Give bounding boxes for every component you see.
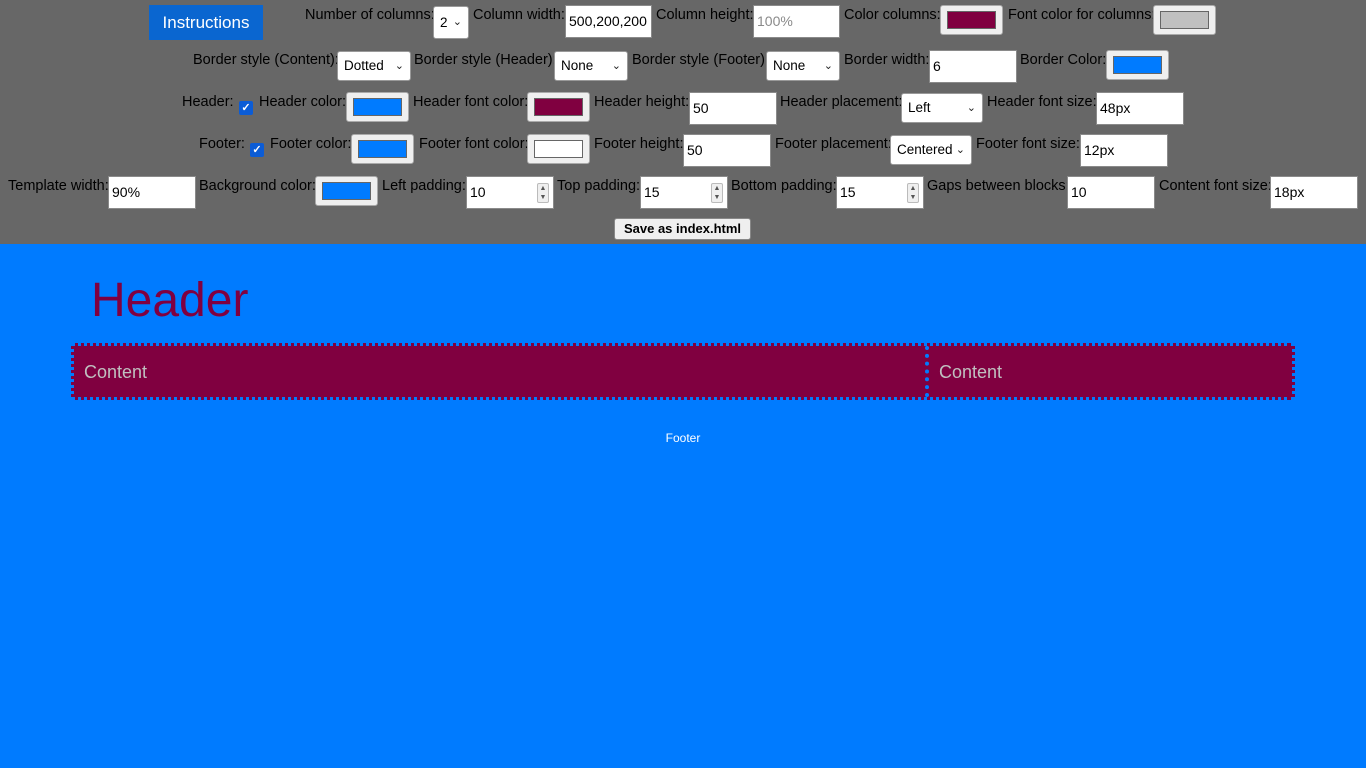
bottom-padding-label: Bottom padding:	[731, 178, 837, 194]
header-font-size-label: Header font size:	[987, 94, 1097, 110]
border-color-swatch	[1113, 56, 1162, 74]
footer-font-size-label: Footer font size:	[976, 136, 1080, 152]
column-height-label: Column height:	[656, 7, 754, 23]
chevron-down-icon: ⌄	[611, 60, 621, 72]
header-placement-label: Header placement:	[780, 94, 903, 110]
preview-column: Content	[74, 346, 929, 397]
footer-color-picker[interactable]	[351, 134, 414, 164]
font-color-columns-label: Font color for columns:	[1008, 7, 1156, 23]
border-width-label: Border width:	[844, 52, 930, 68]
font-color-columns-swatch	[1160, 11, 1209, 29]
chevron-down-icon: ⌄	[955, 144, 965, 156]
border-footer-select[interactable]: None ⌄	[766, 51, 840, 81]
header-font-color-label: Header font color:	[413, 94, 529, 110]
border-color-picker[interactable]	[1106, 50, 1169, 80]
header-font-size-input[interactable]: 48px	[1096, 92, 1184, 125]
header-font-color-picker[interactable]	[527, 92, 590, 122]
border-content-select[interactable]: Dotted ⌄	[337, 51, 411, 81]
footer-height-label: Footer height:	[594, 136, 684, 152]
preview-column: Content	[939, 362, 1003, 382]
border-color-label: Border Color:	[1020, 52, 1107, 68]
num-columns-label: Number of columns:	[305, 7, 435, 23]
top-padding-label: Top padding:	[557, 178, 641, 194]
column-width-label: Column width:	[473, 7, 565, 23]
column-height-input[interactable]: 100%	[753, 5, 840, 38]
num-columns-select[interactable]: 2 ⌄	[433, 6, 469, 39]
header-checkbox[interactable]: ✓	[239, 101, 253, 115]
font-color-columns-picker[interactable]	[1153, 5, 1216, 35]
footer-font-color-swatch	[534, 140, 583, 158]
header-placement-select[interactable]: Left ⌄	[901, 93, 983, 123]
footer-font-color-label: Footer font color:	[419, 136, 529, 152]
background-color-picker[interactable]	[315, 176, 378, 206]
footer-height-input[interactable]: 50	[683, 134, 771, 167]
content-font-size-input[interactable]: 18px	[1270, 176, 1358, 209]
header-color-swatch	[353, 98, 402, 116]
border-width-input[interactable]: 6	[929, 50, 1017, 83]
preview-content-row: Content Content	[71, 343, 1295, 400]
bottom-padding-input[interactable]: 15 ▲ ▼	[836, 176, 924, 209]
header-height-label: Header height:	[594, 94, 690, 110]
spinner-icon[interactable]: ▲ ▼	[711, 183, 723, 203]
chevron-down-icon: ⌄	[452, 16, 462, 28]
header-font-color-swatch	[534, 98, 583, 116]
checkmark-icon: ✓	[241, 102, 251, 114]
chevron-down-icon: ⌄	[823, 60, 833, 72]
chevron-down-icon: ⌄	[966, 102, 976, 114]
border-footer-label: Border style (Footer):	[632, 52, 769, 68]
header-color-label: Header color:	[259, 94, 347, 110]
color-columns-label: Color columns:	[844, 7, 941, 23]
gaps-input[interactable]: 10	[1067, 176, 1155, 209]
border-content-label: Border style (Content):	[193, 52, 339, 68]
template-width-label: Template width:	[8, 178, 109, 194]
content-font-size-label: Content font size:	[1159, 178, 1272, 194]
settings-panel: Instructions Number of columns: 2 ⌄ Colum…	[0, 0, 1366, 244]
preview-header: Header	[91, 274, 249, 327]
footer-label: Footer:	[199, 136, 245, 152]
left-padding-input[interactable]: 10 ▲ ▼	[466, 176, 554, 209]
border-header-label: Border style (Header):	[414, 52, 557, 68]
background-color-label: Background color:	[199, 178, 316, 194]
background-color-swatch	[322, 182, 371, 200]
footer-font-color-picker[interactable]	[527, 134, 590, 164]
header-height-input[interactable]: 50	[689, 92, 777, 125]
preview-footer: Footer	[665, 431, 701, 445]
color-columns-swatch	[947, 11, 996, 29]
header-label: Header:	[182, 94, 234, 110]
top-padding-input[interactable]: 15 ▲ ▼	[640, 176, 728, 209]
template-width-input[interactable]: 90%	[108, 176, 196, 209]
gaps-label: Gaps between blocks:	[927, 178, 1070, 194]
left-padding-label: Left padding:	[382, 178, 466, 194]
spinner-icon[interactable]: ▲ ▼	[907, 183, 919, 203]
save-button[interactable]: Save as index.html	[614, 218, 751, 240]
footer-color-label: Footer color:	[270, 136, 352, 152]
color-columns-picker[interactable]	[940, 5, 1003, 35]
header-color-picker[interactable]	[346, 92, 409, 122]
chevron-down-icon: ⌄	[394, 60, 404, 72]
footer-font-size-input[interactable]: 12px	[1080, 134, 1168, 167]
footer-checkbox[interactable]: ✓	[250, 143, 264, 157]
footer-color-swatch	[358, 140, 407, 158]
checkmark-icon: ✓	[252, 144, 262, 156]
footer-placement-label: Footer placement:	[775, 136, 892, 152]
spinner-icon[interactable]: ▲ ▼	[537, 183, 549, 203]
instructions-button[interactable]: Instructions	[149, 5, 263, 40]
column-width-input[interactable]: 500,200,200	[565, 5, 652, 38]
footer-placement-select[interactable]: Centered ⌄	[890, 135, 972, 165]
border-header-select[interactable]: None ⌄	[554, 51, 628, 81]
